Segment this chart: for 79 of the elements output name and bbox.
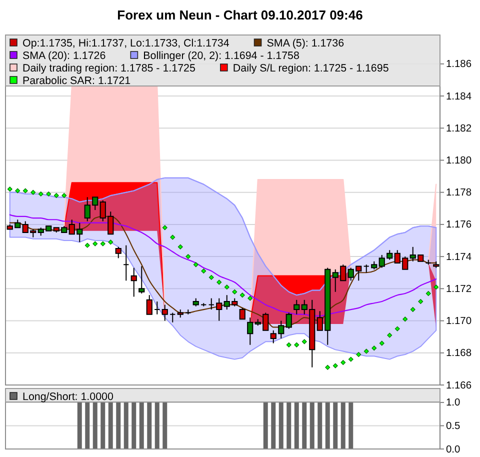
y-tick-label: 1.176 xyxy=(446,220,472,231)
point xyxy=(294,342,300,348)
candlestick xyxy=(247,317,254,346)
candlestick xyxy=(294,299,300,315)
point xyxy=(186,254,191,260)
point xyxy=(240,292,245,298)
point xyxy=(22,188,28,194)
y-tick-label: 1.178 xyxy=(446,188,472,199)
legend-label: Daily S/L region: 1.1725 - 1.1695 xyxy=(232,62,389,74)
candlestick xyxy=(130,267,137,298)
y-tick-label: 1.170 xyxy=(446,316,472,328)
point xyxy=(224,284,230,290)
candlestick xyxy=(239,307,246,320)
point xyxy=(193,262,198,268)
legend-label: Long/Short: 1.0000 xyxy=(22,390,114,403)
point xyxy=(325,364,330,370)
legend-label: Bollinger (20, 2): 1.1694 - 1.1758 xyxy=(143,50,300,62)
point xyxy=(410,307,416,312)
point xyxy=(92,241,98,246)
legend-label: SMA (5): 1.1736 xyxy=(266,37,344,50)
candlestick xyxy=(146,294,152,315)
candlestick xyxy=(138,266,145,294)
y-tick-label: 1.174 xyxy=(446,252,472,263)
candlestick xyxy=(115,246,122,259)
point xyxy=(108,240,114,245)
point xyxy=(54,193,59,198)
y-tick-label: 1.166 xyxy=(446,380,472,392)
candlestick xyxy=(216,298,222,322)
point xyxy=(178,244,183,250)
point xyxy=(394,326,400,332)
candlestick xyxy=(170,312,176,323)
point xyxy=(356,352,362,357)
point xyxy=(364,348,369,354)
candlestick xyxy=(154,301,160,315)
point xyxy=(426,291,431,296)
legend-label: Parabolic SAR: 1.1721 xyxy=(22,74,131,87)
y-tick-label: 1.180 xyxy=(446,155,472,166)
point xyxy=(201,268,206,274)
point xyxy=(372,346,377,351)
point xyxy=(332,363,338,368)
point xyxy=(232,289,238,294)
candlestick xyxy=(286,312,292,330)
y-tick-label: 1.168 xyxy=(446,348,472,360)
candlestick xyxy=(162,304,168,322)
point xyxy=(216,280,222,285)
point xyxy=(15,188,20,194)
legend-label: Op:1.1735, Hi:1.1737, Lo:1.1733, Cl:1.1734 xyxy=(22,37,230,50)
point xyxy=(434,284,439,290)
point xyxy=(7,186,12,192)
point xyxy=(402,316,408,322)
point xyxy=(62,193,67,198)
point xyxy=(387,332,392,338)
point xyxy=(286,342,292,348)
point xyxy=(84,242,90,248)
point xyxy=(30,190,36,195)
point xyxy=(379,340,384,346)
point xyxy=(340,360,346,365)
point xyxy=(162,225,168,230)
point xyxy=(170,234,176,240)
point xyxy=(38,191,44,196)
y-tick-label: 0.0 xyxy=(446,444,460,456)
legend-label: Daily trading region: 1.1785 - 1.1725 xyxy=(22,62,196,74)
legend-label: SMA (20): 1.1726 xyxy=(22,50,106,62)
y-tick-label: 1.184 xyxy=(446,91,472,102)
y-tick-label: 1.186 xyxy=(446,59,472,70)
candlestick xyxy=(123,244,130,282)
point xyxy=(418,299,424,304)
chart-title: Forex um Neun - Chart 09.10.2017 09:46 xyxy=(117,8,363,22)
point xyxy=(248,296,253,301)
y-tick-label: 1.0 xyxy=(446,398,460,409)
point xyxy=(302,339,307,344)
point xyxy=(100,241,106,246)
point xyxy=(208,274,214,280)
y-tick-label: 1.182 xyxy=(446,123,472,134)
y-tick-label: 0.5 xyxy=(446,420,460,432)
y-tick-label: 1.172 xyxy=(446,284,472,295)
point xyxy=(46,191,52,196)
candlestick xyxy=(208,298,214,310)
point xyxy=(348,356,354,362)
